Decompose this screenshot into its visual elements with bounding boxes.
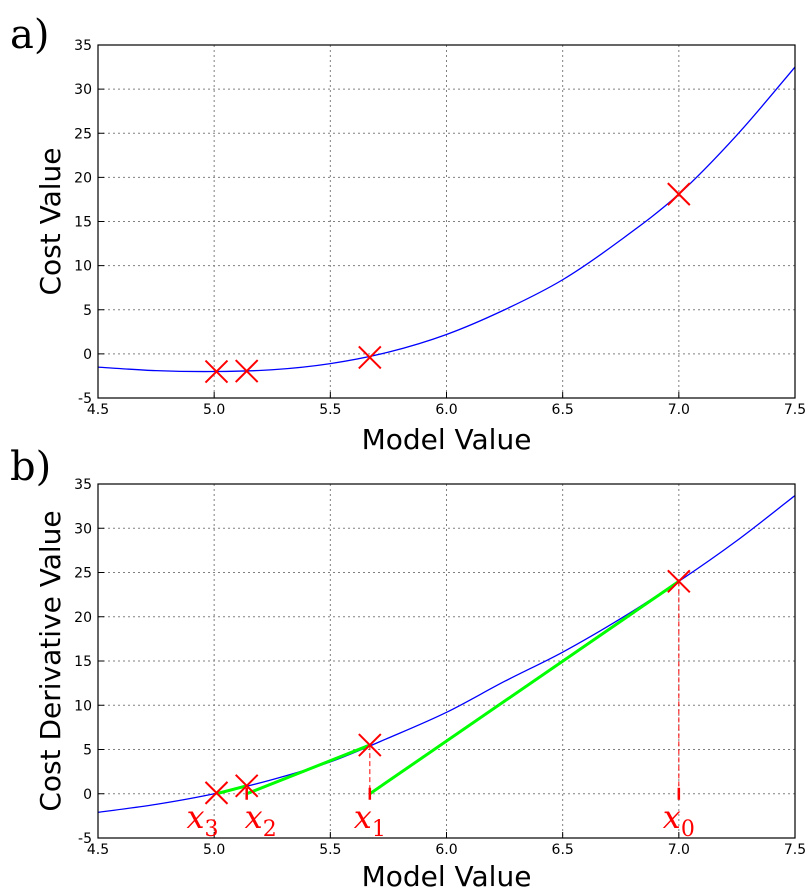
y-tick-label: 10: [74, 698, 92, 714]
panel-a: a) 4.5 5.0 5.5 6.0 6.5 7.0 7.5 -5 0 5 10 15 20 25 30 35 M…: [10, 12, 806, 456]
iterate-label-subscript: 3: [205, 817, 219, 842]
x-tick-label: 5.5: [319, 402, 341, 418]
iterate-label-base: x: [354, 798, 372, 836]
x-tick-label: 7.5: [784, 842, 806, 858]
panel-b: b)4.5 5.0 5.5 6.0 6.5 7.0 7.5-505101520253035x…: [10, 444, 806, 893]
marker-stroke: [204, 781, 229, 805]
plot-area: [98, 494, 795, 813]
marker-stroke: [234, 774, 259, 798]
iterate-label-base: x: [245, 798, 263, 836]
y-tick-label: 10: [74, 259, 92, 275]
y-tick-label: 25: [74, 126, 92, 142]
marker-stroke: [667, 182, 691, 206]
x-tick-label: 6.5: [552, 402, 574, 418]
y-tick-label: 5: [83, 743, 92, 759]
plot-frame: [97, 44, 796, 399]
iterate-label-x0: x0: [663, 798, 695, 842]
data-point-marker: [358, 733, 382, 757]
y-tick-label: 35: [74, 38, 92, 54]
y-tick-label: 0: [83, 787, 92, 803]
marker-stroke: [204, 359, 229, 384]
iterate-label-subscript: 0: [681, 817, 695, 842]
x-tick-label: 5.5: [319, 842, 341, 858]
data-point-marker: [234, 359, 259, 383]
marker-stroke: [358, 733, 382, 757]
y-tick-label: -5: [78, 831, 92, 847]
y-tick-label: 25: [74, 566, 92, 582]
iterate-label-base: x: [186, 798, 204, 836]
x-tick-label: 6.0: [435, 402, 457, 418]
iterate-label-x1: x1: [354, 798, 386, 842]
data-point-marker: [358, 345, 382, 370]
iterate-label-base: x: [663, 798, 681, 836]
plot-area: [98, 66, 795, 384]
y-axis-label: Cost Value: [34, 147, 67, 295]
data-point-marker: [204, 359, 229, 384]
panel-label: b): [10, 444, 51, 490]
y-tick-label: 0: [83, 347, 92, 363]
plot-frame: [97, 483, 796, 839]
y-axis-label: Cost Derivative Value: [34, 510, 67, 811]
x-tick-label: 4.5: [87, 842, 109, 858]
x-tick-label: 6.0: [435, 842, 457, 858]
marker-stroke: [234, 359, 259, 383]
x-tick-label: 5.0: [203, 842, 225, 858]
tangent-line: [368, 580, 680, 795]
x-tick-label: 7.0: [668, 402, 690, 418]
y-tick-label: 35: [74, 477, 92, 493]
iterate-label-subscript: 1: [372, 817, 386, 842]
tangent-line: [246, 743, 371, 796]
iterate-label-subscript: 2: [263, 817, 277, 842]
y-tick-label: 20: [74, 170, 92, 186]
y-tick-label: 15: [74, 215, 92, 231]
x-axis-label: Model Value: [362, 423, 532, 456]
x-tick-label: 7.5: [784, 402, 806, 418]
iterate-label-x2: x2: [245, 798, 277, 842]
data-point-marker: [667, 182, 691, 206]
marker-stroke: [667, 569, 691, 594]
y-tick-label: -5: [78, 391, 92, 407]
y-tick-label: 30: [74, 82, 92, 98]
data-point-marker: [234, 774, 259, 798]
tangent-line: [216, 784, 248, 796]
data-point-marker: [667, 569, 691, 594]
marker-stroke: [358, 345, 382, 370]
x-axis-label: Model Value: [362, 860, 532, 893]
x-tick-label: 7.0: [668, 842, 690, 858]
x-tick-label: 6.5: [552, 842, 574, 858]
y-tick-label: 30: [74, 521, 92, 537]
x-tick-label: 5.0: [203, 402, 225, 418]
y-tick-label: 15: [74, 654, 92, 670]
iterate-label-x3: x3: [186, 798, 218, 842]
panel-label: a): [10, 12, 49, 58]
y-tick-label: 5: [83, 303, 92, 319]
data-point-marker: [204, 781, 229, 805]
y-tick-label: 20: [74, 610, 92, 626]
x-tick-label: 4.5: [87, 402, 109, 418]
